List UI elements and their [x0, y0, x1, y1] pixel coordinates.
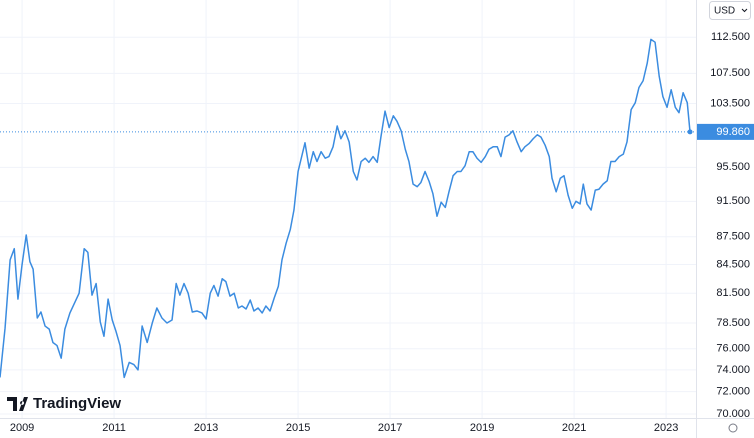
watermark-icon: [7, 397, 28, 411]
last-price-badge: [697, 123, 754, 140]
y-tick-label: 112.500: [711, 31, 750, 43]
y-tick-label: 72.000: [716, 386, 750, 398]
x-tick-label: 2013: [194, 422, 218, 434]
y-tick-label: 87.500: [716, 231, 750, 243]
plot-layer: 70.000 72.000 74.000 76.000 78.500 81.500 84.5…: [0, 31, 754, 434]
y-tick-label: 103.500: [710, 97, 750, 109]
y-tick-label: 84.500: [716, 258, 750, 270]
dropdown-arrow[interactable]: [741, 8, 748, 13]
x-tick-label: 2009: [10, 422, 34, 434]
watermark-text: TradingView: [33, 395, 121, 412]
x-tick-label: 2021: [562, 422, 586, 434]
currency-selector[interactable]: USD: [709, 1, 751, 20]
y-tick-label: 107.500: [710, 67, 750, 79]
last-price-label: 99.860: [716, 126, 750, 138]
settings-icon[interactable]: [728, 423, 738, 433]
y-tick-label: 91.500: [716, 195, 750, 207]
currency-label[interactable]: USD: [714, 6, 735, 17]
price-line: [0, 38, 691, 379]
x-tick-label: 2011: [102, 422, 126, 434]
last-price-dot: [687, 129, 693, 135]
settings-button[interactable]: [728, 423, 738, 433]
y-tick-label: 70.000: [716, 408, 750, 420]
y-tick-label: 81.500: [716, 287, 750, 299]
y-tick-label: 95.500: [716, 161, 750, 173]
x-tick-label: 2017: [378, 422, 402, 434]
y-tick-label: 78.500: [716, 317, 750, 329]
watermark: TradingView: [7, 395, 121, 412]
y-tick-label: 76.000: [716, 343, 750, 355]
currency-box[interactable]: [709, 1, 751, 20]
x-tick-label: 2015: [286, 422, 310, 434]
x-tick-label: 2019: [470, 422, 494, 434]
y-tick-label: 74.000: [716, 364, 750, 376]
x-tick-label: 2023: [654, 422, 678, 434]
